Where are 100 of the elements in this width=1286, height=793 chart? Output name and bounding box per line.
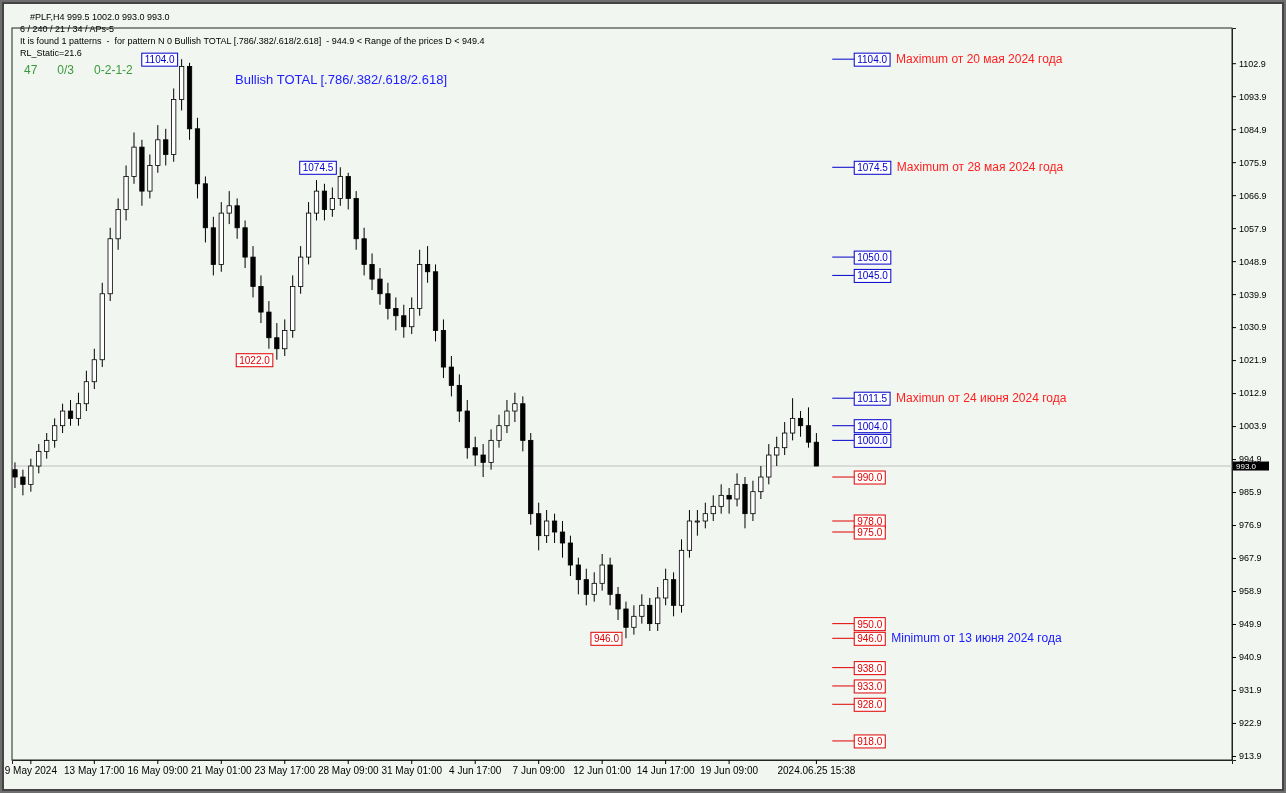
y-tick-label: 1075.9	[1239, 157, 1267, 168]
candlestick	[163, 128, 169, 166]
y-tick-label: 985.9	[1239, 487, 1262, 498]
annotation: 950.0	[857, 618, 883, 630]
y-tick-label: 1057.9	[1239, 223, 1267, 234]
annotation: 933.0	[857, 680, 883, 692]
chart-title: #PLF,H4 999.5 1002.0 993.0 993.0	[30, 12, 170, 22]
candlestick	[559, 520, 566, 559]
candlestick	[639, 593, 645, 625]
y-tick-label: 967.9	[1239, 553, 1262, 564]
y-tick-label: 1003.9	[1239, 421, 1267, 432]
ref-line-label: 993.0	[1236, 462, 1257, 472]
candlestick	[702, 502, 708, 529]
candlestick	[615, 586, 621, 621]
candlestick	[337, 166, 343, 207]
x-tick-label: 7 Jun 09:00	[512, 765, 566, 777]
candlestick	[345, 172, 351, 210]
candlestick	[797, 410, 804, 438]
candlestick	[60, 403, 66, 434]
annotation: Maximum от 28 мая 2024 года	[896, 160, 1064, 175]
candlestick	[377, 267, 383, 306]
candlestick	[91, 348, 97, 390]
candlestick	[313, 179, 320, 221]
annotation: 946.0	[593, 633, 620, 645]
candlestick	[226, 190, 232, 225]
candlestick	[274, 322, 280, 361]
candlestick	[591, 571, 597, 603]
candlestick	[750, 480, 756, 522]
candlestick	[631, 604, 637, 636]
candlestick	[20, 469, 26, 496]
x-tick-label: 19 Jun 09:00	[700, 765, 759, 777]
y-tick-label: 940.9	[1239, 652, 1262, 663]
candlestick	[44, 432, 50, 460]
candlestick	[599, 553, 605, 592]
candlestick	[409, 296, 415, 335]
candlestick	[488, 428, 494, 471]
annotation: 1000.0	[857, 435, 889, 447]
candlestick	[782, 421, 788, 456]
annotation: 1104.0	[144, 54, 176, 66]
candlestick	[734, 472, 740, 507]
annotation: 918.0	[857, 735, 883, 747]
candlestick	[52, 417, 58, 449]
candlestick	[329, 186, 335, 218]
x-tick-label: 16 May 09:00	[127, 765, 189, 777]
candlestick	[694, 509, 700, 537]
y-tick-label: 949.9	[1239, 619, 1262, 630]
candlestick	[583, 568, 589, 606]
candlestick	[504, 399, 510, 434]
candlestick	[567, 535, 574, 577]
annotation: 6 / 240 / 21 / 34 / APs-5	[20, 24, 115, 34]
annotation: 946.0	[857, 633, 883, 645]
candlestick	[67, 399, 74, 427]
candlestick	[623, 601, 629, 639]
annotation: 990.0	[857, 472, 883, 484]
annotation: 1022.0	[239, 354, 271, 366]
candlestick	[496, 414, 502, 449]
y-tick-label: 1012.9	[1239, 388, 1267, 399]
candlestick	[536, 502, 542, 551]
candlestick	[28, 458, 34, 493]
annotation: 938.0	[857, 662, 883, 674]
candlestick	[710, 494, 716, 522]
candlestick	[766, 443, 772, 485]
annotation: 978.0	[857, 516, 883, 528]
x-tick-label: 9 May 2024	[4, 765, 58, 777]
candlestick	[401, 304, 407, 339]
y-tick-label: 1093.9	[1239, 91, 1267, 102]
x-tick-label: 12 Jun 01:00	[573, 765, 632, 777]
y-tick-label: 913.9	[1239, 751, 1262, 762]
y-tick-label: 1084.9	[1239, 124, 1267, 135]
candlestick	[448, 355, 454, 397]
annotation: Bullish TOTAL [.786/.382/.618/2.618]	[235, 72, 447, 87]
annotation: 1074.5	[302, 162, 334, 174]
annotation: 1104.0	[857, 54, 888, 66]
annotation: 47 0/3 0-2-1-2	[24, 63, 134, 77]
annotation: 1050.0	[857, 252, 889, 264]
x-tick-label: 13 May 17:00	[64, 765, 126, 777]
x-tick-label: 14 Jun 17:00	[636, 765, 695, 777]
candlestick	[480, 443, 486, 478]
y-tick-label: 1066.9	[1239, 190, 1267, 201]
candlestick	[83, 370, 89, 412]
candlestick	[75, 392, 82, 427]
candlestick	[321, 183, 328, 221]
candlestick	[393, 296, 399, 331]
y-tick-label: 1039.9	[1239, 289, 1267, 300]
annotation: It is found 1 patterns - for pattern N 0 Bullish TOTAL [.786/.382/.618/2.618] - 944.9 < Range of the prices D < 949.4	[20, 36, 485, 46]
candlestick	[726, 487, 732, 515]
candlestick	[551, 513, 558, 544]
candlestick	[385, 282, 391, 320]
y-tick-label: 1030.9	[1239, 322, 1267, 333]
annotation: RL_Static=21.6	[20, 48, 82, 58]
candlestick	[663, 568, 669, 606]
annotation: Minimum от 13 июня 2024 года	[891, 631, 1062, 646]
candlestick	[790, 397, 796, 441]
candlestick	[512, 392, 518, 423]
annotation: 1045.0	[857, 270, 889, 282]
candlestick	[425, 245, 431, 284]
candlestick	[36, 443, 42, 474]
x-tick-label: 23 May 17:00	[254, 765, 316, 777]
y-tick-label: 931.9	[1239, 685, 1262, 696]
y-tick-label: 922.9	[1239, 718, 1262, 729]
